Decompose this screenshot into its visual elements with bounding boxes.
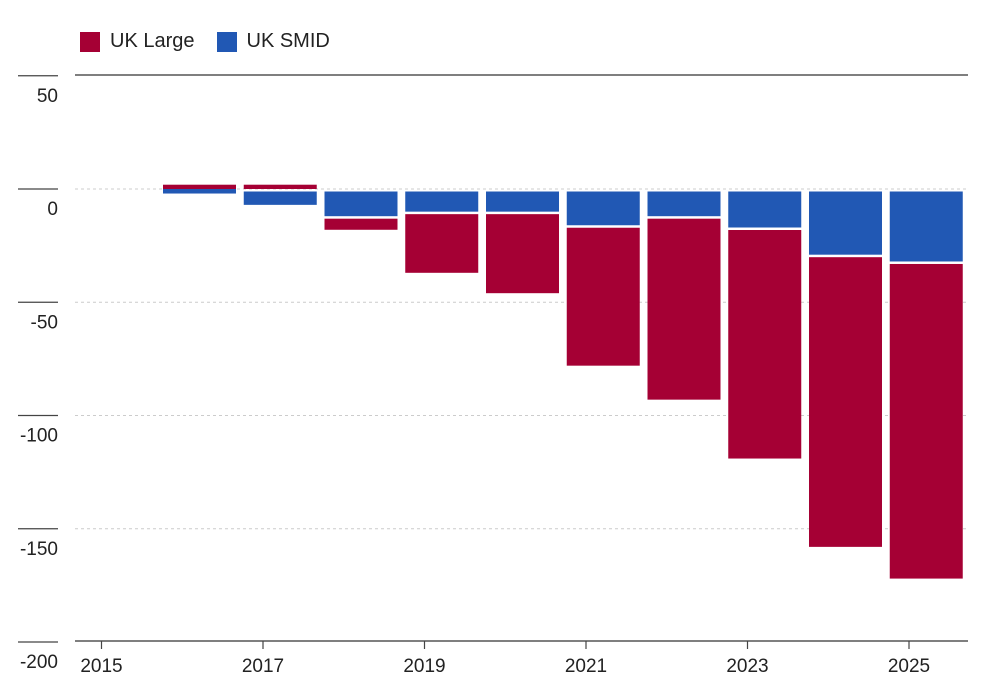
- bar-uk-large-2016: [163, 184, 236, 189]
- x-tick-label: 2021: [565, 656, 607, 677]
- bar-uk-smid-2025: [889, 191, 963, 262]
- bar-uk-smid-2022: [647, 191, 721, 217]
- y-tick-label: -100: [20, 426, 58, 447]
- x-tick-label: 2015: [80, 656, 122, 677]
- bar-uk-large-2019: [405, 214, 479, 273]
- x-tick-label: 2017: [242, 656, 284, 677]
- legend-item-uk-large: UK Large: [80, 30, 195, 53]
- y-tick-label: 0: [47, 199, 58, 220]
- bar-uk-smid-2023: [728, 191, 802, 228]
- chart-legend: UK Large UK SMID: [80, 30, 330, 53]
- bar-uk-large-2017: [243, 184, 317, 189]
- x-tick-label: 2025: [888, 656, 930, 677]
- legend-label-uk-large: UK Large: [110, 30, 195, 52]
- bar-uk-large-2020: [486, 214, 559, 294]
- bar-uk-large-2025: [889, 263, 963, 579]
- bar-uk-large-2024: [809, 257, 882, 547]
- bar-uk-large-2023: [728, 230, 802, 459]
- bar-uk-smid-2020: [486, 191, 559, 212]
- y-tick-label: -150: [20, 539, 58, 560]
- bar-uk-smid-2019: [405, 191, 479, 212]
- legend-item-uk-smid: UK SMID: [216, 30, 330, 53]
- bar-uk-large-2022: [647, 218, 721, 400]
- bar-uk-smid-2016: [163, 189, 236, 194]
- legend-label-uk-smid: UK SMID: [246, 30, 330, 52]
- bar-uk-large-2018: [324, 218, 398, 230]
- bar-uk-smid-2024: [809, 191, 882, 255]
- bar-uk-smid-2018: [324, 191, 398, 217]
- y-tick-label: 50: [37, 86, 58, 107]
- y-tick-label: -200: [20, 652, 58, 673]
- x-tick-label: 2019: [403, 656, 445, 677]
- bar-uk-smid-2021: [566, 191, 640, 226]
- x-tick-label: 2023: [726, 656, 768, 677]
- legend-swatch-uk-large: [80, 31, 100, 52]
- bar-uk-large-2021: [566, 227, 640, 366]
- bar-uk-smid-2017: [243, 191, 317, 205]
- y-tick-label: -50: [31, 312, 58, 333]
- legend-swatch-uk-smid: [216, 31, 237, 52]
